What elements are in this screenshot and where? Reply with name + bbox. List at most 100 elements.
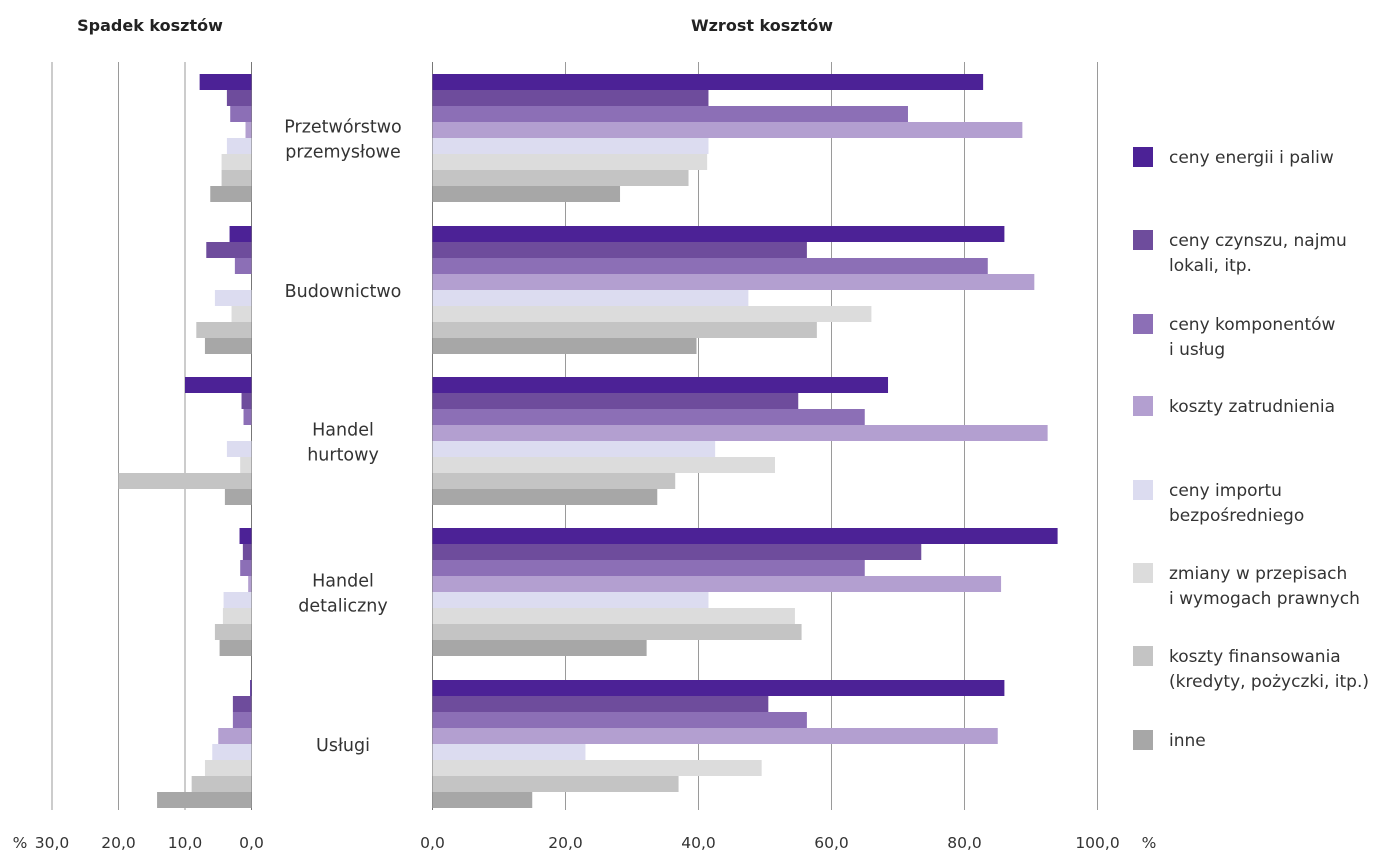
bar-decrease-c3-s4 <box>223 592 252 608</box>
bar-increase-c1-s2 <box>432 258 988 274</box>
category-label: Handel <box>312 572 374 592</box>
bar-decrease-c1-s7 <box>204 338 252 354</box>
tick-label-decrease: 20,0 <box>101 834 136 852</box>
bar-decrease-c1-s4 <box>214 290 252 306</box>
tick-label-decrease: 0,0 <box>239 834 264 852</box>
bar-decrease-c4-s1 <box>232 696 252 712</box>
legend-label-7: inne <box>1169 731 1206 751</box>
bar-increase-c2-s7 <box>432 489 658 505</box>
bar-increase-c3-s0 <box>432 528 1058 544</box>
bar-increase-c3-s1 <box>432 544 922 560</box>
unit-label-increase: % <box>1142 834 1157 852</box>
bar-decrease-c0-s3 <box>245 122 252 138</box>
bar-decrease-c0-s5 <box>221 154 252 170</box>
bar-increase-c3-s2 <box>432 560 865 576</box>
bar-increase-c1-s5 <box>432 306 872 322</box>
bar-increase-c3-s7 <box>432 640 647 656</box>
legend: ceny energii i paliw ceny czynszu, najmu l… <box>1133 147 1369 751</box>
bar-decrease-c1-s0 <box>229 226 252 242</box>
bar-decrease-c2-s6 <box>118 473 252 489</box>
category-label: Przetwórstwo <box>284 118 401 138</box>
category-label: hurtowy <box>307 446 379 466</box>
bar-increase-c3-s6 <box>432 624 802 640</box>
bar-decrease-c1-s1 <box>206 242 252 258</box>
bar-decrease-c0-s1 <box>226 90 252 106</box>
bar-decrease-c2-s7 <box>224 489 252 505</box>
legend-label-5: zmiany w przepisach <box>1169 564 1347 584</box>
legend-swatch-2 <box>1133 314 1153 334</box>
tick-label-decrease: 10,0 <box>168 834 203 852</box>
bar-increase-c0-s7 <box>432 186 621 202</box>
bar-increase-c2-s0 <box>432 377 889 393</box>
bar-decrease-c1-s6 <box>196 322 252 338</box>
bar-increase-c0-s5 <box>432 154 708 170</box>
bar-increase-c1-s0 <box>432 226 1005 242</box>
legend-swatch-6 <box>1133 646 1153 666</box>
bar-decrease-c1-s2 <box>234 258 252 274</box>
bar-decrease-c0-s4 <box>226 138 252 154</box>
tick-label-increase: 80,0 <box>947 834 982 852</box>
bar-decrease-c2-s1 <box>241 393 252 409</box>
bar-increase-c0-s6 <box>432 170 689 186</box>
legend-label-0: ceny energii i paliw <box>1169 148 1334 168</box>
legend-swatch-3 <box>1133 396 1153 416</box>
bar-increase-c3-s4 <box>432 592 709 608</box>
tick-label-increase: 0,0 <box>420 834 445 852</box>
bar-decrease-c3-s3 <box>248 576 252 592</box>
tick-label-increase: 40,0 <box>681 834 716 852</box>
legend-label-3: koszty zatrudnienia <box>1169 397 1335 417</box>
bar-increase-c0-s0 <box>432 74 984 90</box>
bar-decrease-c2-s0 <box>185 377 252 393</box>
legend-label-1: lokali, itp. <box>1169 256 1252 276</box>
bar-increase-c1-s4 <box>432 290 749 306</box>
tick-label-increase: 100,0 <box>1075 834 1119 852</box>
labels: Spadek kosztów Wzrost kosztów Przetwórstwo… <box>13 16 1157 852</box>
legend-label-1: ceny czynszu, najmu <box>1169 231 1347 251</box>
panel-title-decrease: Spadek kosztów <box>77 16 223 35</box>
category-label: detaliczny <box>298 597 387 617</box>
legend-swatch-7 <box>1133 730 1153 750</box>
category-label: przemysłowe <box>285 143 401 163</box>
bar-decrease-c2-s4 <box>226 441 252 457</box>
bar-increase-c4-s3 <box>432 728 998 744</box>
legend-label-2: ceny komponentów <box>1169 315 1336 335</box>
bar-decrease-c0-s7 <box>210 186 252 202</box>
bar-increase-c1-s3 <box>432 274 1035 290</box>
bar-decrease-c0-s2 <box>230 106 252 122</box>
bar-increase-c2-s2 <box>432 409 865 425</box>
bar-decrease-c1-s5 <box>231 306 252 322</box>
bar-decrease-c3-s7 <box>219 640 252 656</box>
legend-label-5: i wymogach prawnych <box>1169 589 1360 609</box>
bar-increase-c4-s7 <box>432 792 533 808</box>
bar-decrease-c4-s0 <box>250 680 252 696</box>
bar-increase-c2-s4 <box>432 441 716 457</box>
unit-label-decrease: % <box>13 834 28 852</box>
bar-increase-c4-s2 <box>432 712 807 728</box>
panel-title-increase: Wzrost kosztów <box>691 16 833 35</box>
bar-decrease-c4-s6 <box>191 776 252 792</box>
bar-decrease-c2-s5 <box>240 457 252 473</box>
bar-decrease-c3-s5 <box>222 608 252 624</box>
bar-decrease-c4-s2 <box>232 712 252 728</box>
bar-increase-c4-s4 <box>432 744 586 760</box>
bar-decrease-c2-s2 <box>243 409 252 425</box>
bar-decrease-c4-s3 <box>218 728 252 744</box>
legend-label-4: bezpośredniego <box>1169 506 1304 526</box>
bar-increase-c1-s7 <box>432 338 697 354</box>
bar-decrease-c4-s4 <box>212 744 252 760</box>
legend-swatch-4 <box>1133 480 1153 500</box>
category-label: Usługi <box>316 736 370 756</box>
tick-label-decrease: 30,0 <box>35 834 70 852</box>
bar-decrease-c4-s7 <box>157 792 252 808</box>
bar-increase-c1-s1 <box>432 242 807 258</box>
bars <box>118 74 1058 808</box>
legend-swatch-0 <box>1133 147 1153 167</box>
bar-increase-c0-s3 <box>432 122 1023 138</box>
legend-swatch-1 <box>1133 230 1153 250</box>
bar-increase-c3-s5 <box>432 608 795 624</box>
bar-decrease-c0-s0 <box>199 74 252 90</box>
bar-increase-c4-s5 <box>432 760 762 776</box>
bar-decrease-c4-s5 <box>204 760 252 776</box>
bar-increase-c1-s6 <box>432 322 817 338</box>
